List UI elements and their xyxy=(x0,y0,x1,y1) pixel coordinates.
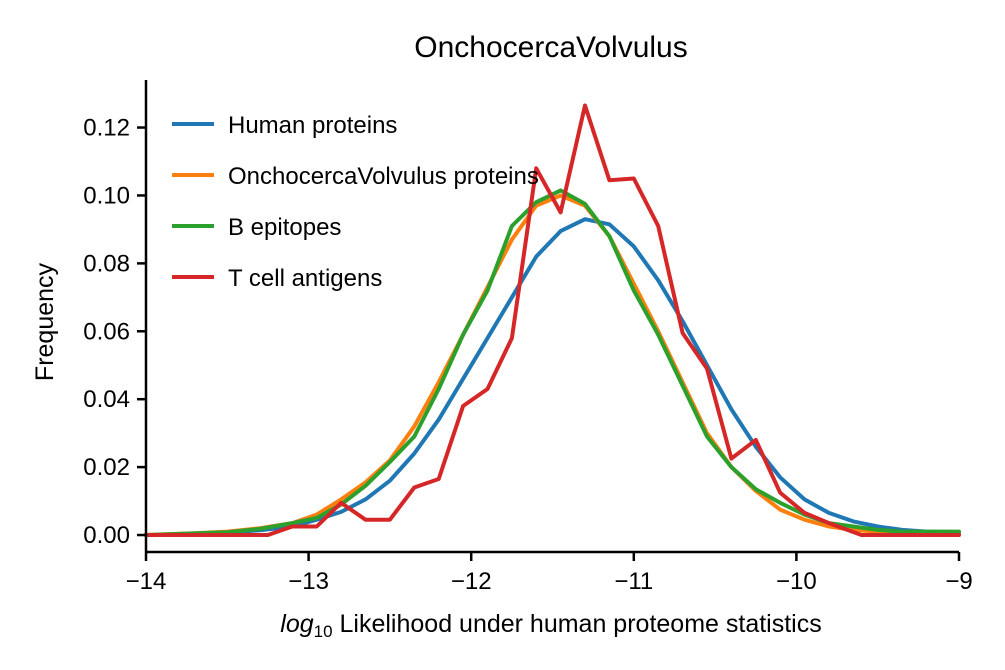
y-tick-label: 0.12 xyxy=(83,115,130,142)
x-axis-label-text: Likelihood under human proteome statisti… xyxy=(333,610,822,638)
legend-label-1: OnchocercaVolvulus proteins xyxy=(228,163,539,190)
series-line-1 xyxy=(144,193,961,537)
legend-label-0: Human proteins xyxy=(228,112,397,139)
y-tick-label: 0.02 xyxy=(83,454,130,481)
x-ticks: −14 −13 −12 −11 −10 −9 xyxy=(126,552,973,595)
plot-lines xyxy=(144,103,961,537)
y-tick-label: 0.08 xyxy=(83,250,130,277)
series-line-3 xyxy=(144,103,961,537)
y-tick-label: 0.10 xyxy=(83,182,130,209)
series-line-0 xyxy=(144,217,961,537)
x-tick-label: −13 xyxy=(288,568,329,595)
chart-title: OnchocercaVolvulus xyxy=(414,31,688,64)
x-axis-label: log10 Likelihood under human proteome st… xyxy=(280,610,821,641)
y-axis-label: Frequency xyxy=(31,262,59,381)
y-tick-label: 0.04 xyxy=(83,386,130,413)
x-tick-label: −12 xyxy=(451,568,492,595)
x-tick-label: −11 xyxy=(614,568,653,595)
y-tick-label: 0.06 xyxy=(83,318,130,345)
x-tick-label: −14 xyxy=(126,568,167,595)
y-tick-label: 0.00 xyxy=(83,522,130,549)
x-axis-label-subscript: 10 xyxy=(314,622,333,641)
legend: Human proteins OnchocercaVolvulus protein… xyxy=(172,112,539,292)
x-tick-label: −10 xyxy=(776,568,817,595)
legend-label-2: B epitopes xyxy=(228,214,341,241)
y-ticks: 0.00 0.02 0.04 0.06 0.08 0.10 0.12 xyxy=(83,115,146,549)
legend-label-3: T cell antigens xyxy=(228,265,382,292)
x-tick-label: −9 xyxy=(945,568,972,595)
x-axis-label-math: log xyxy=(280,610,313,638)
